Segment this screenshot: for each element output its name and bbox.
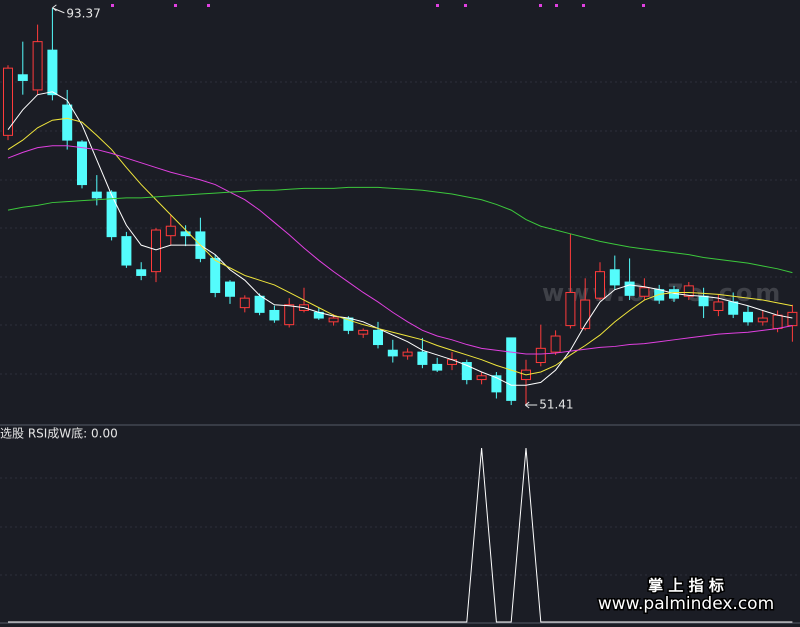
candle-body bbox=[624, 281, 635, 296]
candle-body bbox=[580, 299, 591, 329]
candle-body bbox=[210, 257, 221, 293]
candle-body bbox=[402, 351, 413, 357]
candle-body bbox=[683, 285, 694, 297]
candle-body bbox=[121, 236, 132, 266]
signal-dot bbox=[174, 4, 177, 7]
candle-body bbox=[284, 304, 295, 326]
candle-body bbox=[165, 225, 176, 237]
candle-body bbox=[698, 295, 709, 307]
candle-body bbox=[151, 229, 161, 273]
brand-title: 掌 上 指 标 bbox=[648, 577, 724, 595]
ma-line bbox=[7, 91, 793, 386]
candle-body bbox=[32, 41, 43, 91]
candle-body bbox=[713, 301, 724, 311]
brand-url: www.palmindex.com bbox=[598, 594, 774, 614]
candle-body bbox=[728, 301, 739, 315]
candle-body bbox=[639, 287, 650, 297]
candle-body bbox=[743, 311, 753, 323]
candle-body bbox=[772, 314, 783, 329]
candle-body bbox=[47, 49, 58, 96]
candle-body bbox=[609, 269, 620, 286]
signal-dot bbox=[642, 4, 645, 7]
candle-body bbox=[77, 141, 87, 186]
candle-body bbox=[269, 309, 280, 321]
candle-body bbox=[491, 375, 502, 393]
candle-body bbox=[535, 347, 546, 364]
candle-body bbox=[328, 317, 339, 323]
candle-body bbox=[254, 295, 265, 313]
max-label: 93.37 bbox=[66, 6, 100, 20]
signal-dot bbox=[111, 4, 114, 7]
signal-dots bbox=[111, 4, 645, 7]
candle-body bbox=[225, 281, 235, 297]
candle-body bbox=[180, 231, 191, 237]
ma-line bbox=[7, 145, 793, 355]
candle-body bbox=[461, 362, 472, 381]
candle-body bbox=[62, 104, 73, 141]
candle-body bbox=[757, 317, 768, 323]
indicator-line bbox=[8, 447, 793, 623]
signal-dot bbox=[555, 4, 558, 7]
candle-body bbox=[565, 291, 576, 327]
candle-body bbox=[3, 67, 13, 136]
ma-line bbox=[7, 117, 793, 376]
grid bbox=[0, 81, 800, 576]
candle-body bbox=[239, 297, 250, 309]
min-label: 51.41 bbox=[539, 398, 573, 412]
ma-line bbox=[7, 186, 793, 274]
candle-body bbox=[595, 271, 605, 299]
candle-body bbox=[358, 329, 369, 335]
signal-dot bbox=[436, 4, 439, 7]
signal-dot bbox=[539, 4, 542, 7]
indicator-title: 选股 RSI成W底: 0.00 bbox=[0, 426, 118, 441]
signal-dot bbox=[582, 4, 585, 7]
label-arrow bbox=[52, 4, 65, 14]
candle-body bbox=[432, 363, 443, 371]
signal-dot bbox=[207, 4, 210, 7]
signal-dot bbox=[464, 4, 467, 7]
candle-body bbox=[373, 329, 383, 346]
candle-body bbox=[136, 269, 147, 276]
candle-body bbox=[387, 349, 398, 357]
candle-body bbox=[787, 311, 798, 327]
label-arrow bbox=[524, 401, 538, 409]
candle-body bbox=[417, 351, 428, 365]
candle-body bbox=[550, 335, 561, 353]
candle-body bbox=[476, 375, 487, 381]
candle-body bbox=[106, 191, 117, 238]
candle-body bbox=[17, 74, 28, 81]
candle-body bbox=[91, 191, 102, 199]
